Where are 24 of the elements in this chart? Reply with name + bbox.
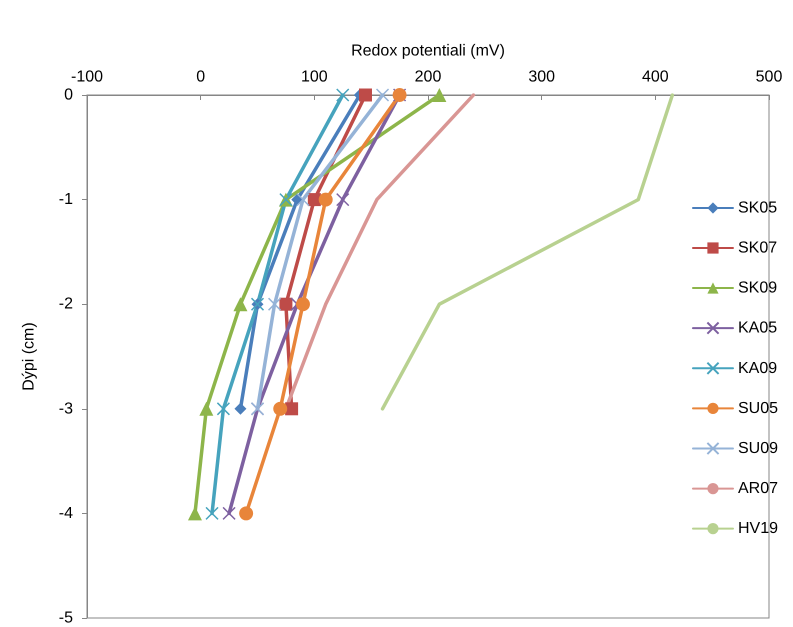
legend-label: HV19 bbox=[738, 520, 778, 538]
x-axis-title: Redox potentiali (mV) bbox=[351, 42, 505, 60]
y-tick-label: -1 bbox=[58, 191, 74, 208]
x-tick-label: 400 bbox=[642, 68, 669, 86]
x-tick-label: 200 bbox=[414, 68, 442, 86]
y-tick-label: 0 bbox=[64, 86, 74, 104]
legend-label: SK05 bbox=[738, 200, 778, 216]
x-tick-label: 300 bbox=[528, 68, 556, 86]
x-tick-label: 500 bbox=[756, 68, 782, 86]
y-axis-title: Dýpi (cm) bbox=[20, 322, 38, 391]
legend-label: SK07 bbox=[738, 240, 778, 256]
legend-label: SU05 bbox=[738, 400, 778, 417]
legend-label: KA05 bbox=[738, 320, 778, 337]
x-tick-label: -100 bbox=[70, 68, 104, 86]
y-tick-label: -3 bbox=[58, 400, 74, 418]
legend-label: SU09 bbox=[738, 440, 778, 457]
legend-label: KA09 bbox=[738, 360, 778, 377]
x-tick-label: 100 bbox=[300, 68, 328, 86]
y-tick-label: -5 bbox=[58, 610, 74, 626]
y-tick-label: -2 bbox=[58, 296, 74, 313]
legend-label: SK09 bbox=[738, 280, 778, 296]
y-tick-label: -4 bbox=[58, 504, 74, 522]
legend-label: AR07 bbox=[738, 480, 778, 498]
x-tick-label: 0 bbox=[196, 68, 206, 86]
